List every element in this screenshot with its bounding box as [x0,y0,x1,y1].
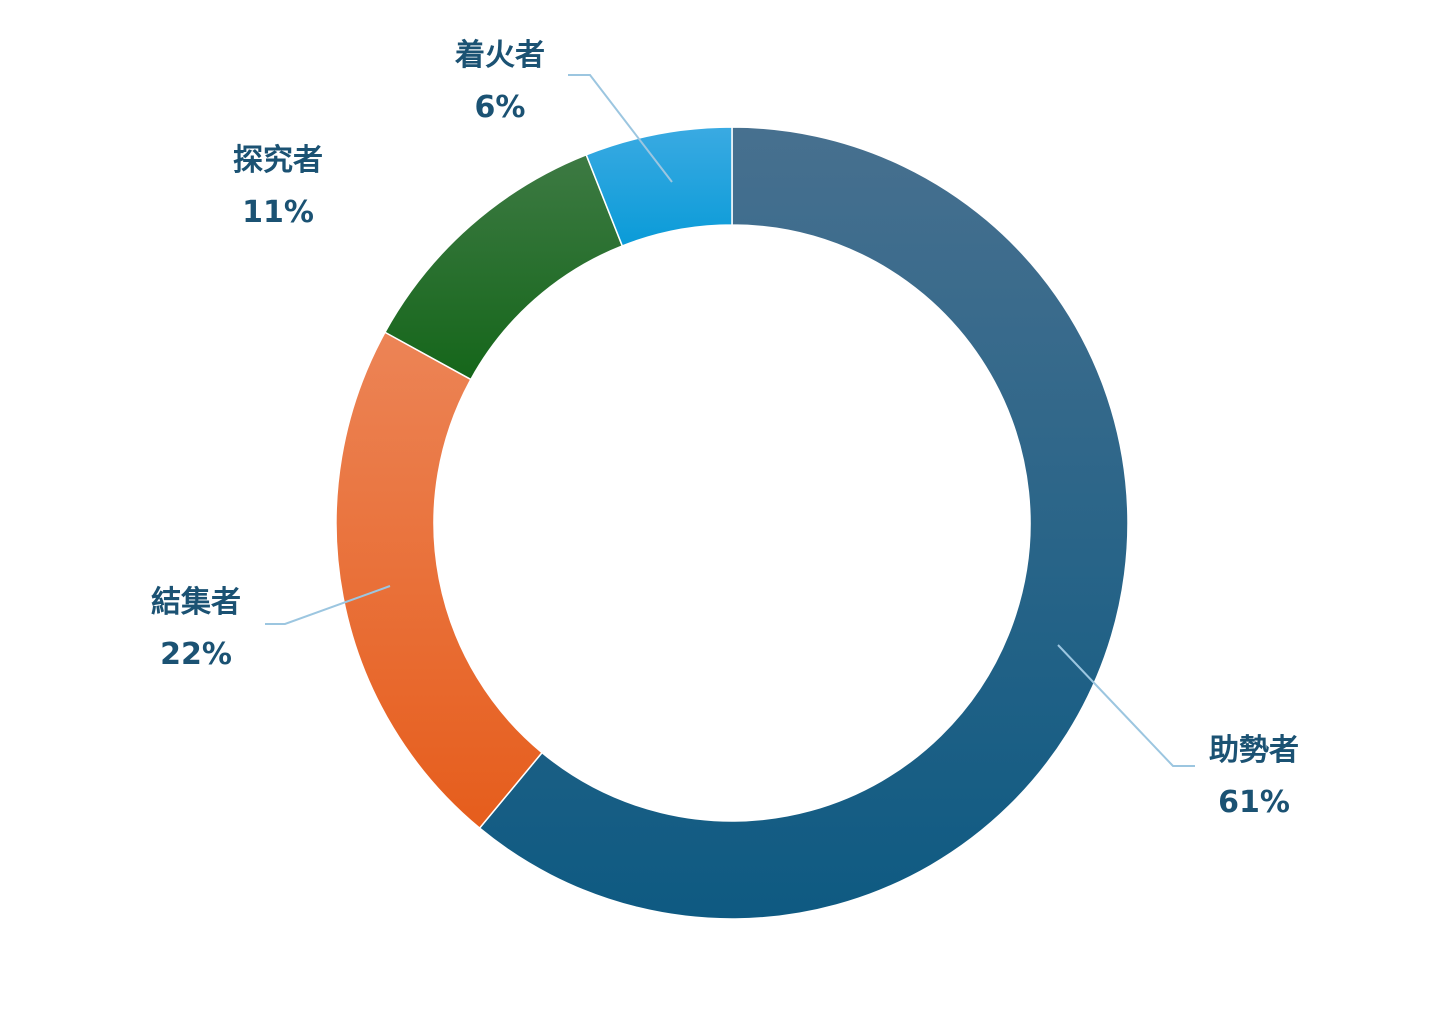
slice-2 [335,331,544,830]
slice-1 [478,126,1129,920]
slice-value-label-1: 61% [1218,785,1290,820]
slice-value-label-4: 6% [475,90,526,125]
slice-label-1: 助勢者 [1209,733,1299,768]
slice-value-label-2: 22% [160,637,232,672]
slice-label-3: 探究者 [233,143,323,178]
slice-3 [383,153,624,381]
slice-value-label-3: 11% [242,195,314,230]
slice-labels: 助勢者 61% 結集者 22% 探究者 11% 着火者 6% [151,38,1299,820]
slice-label-4: 着火者 [455,38,545,73]
slice-4 [585,126,733,247]
leader-line-2 [265,585,391,625]
leader-line-1 [1057,644,1195,767]
slice-label-2: 結集者 [151,585,241,620]
leader-lines [265,74,1195,767]
donut-slices [335,126,1129,920]
leader-line-4 [568,74,673,183]
